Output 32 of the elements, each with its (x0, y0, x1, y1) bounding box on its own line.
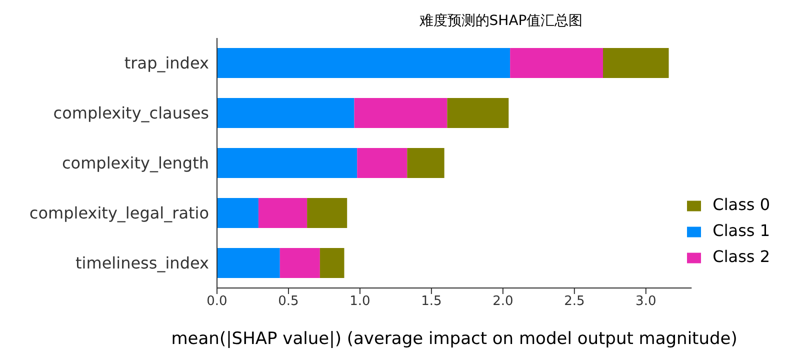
legend-label: Class 0 (712, 195, 770, 214)
y-tick-label: trap_index (124, 54, 209, 73)
bar (217, 48, 510, 78)
x-tick-label: 1.0 (350, 294, 370, 310)
bar (280, 248, 320, 278)
legend-label: Class 1 (712, 221, 770, 240)
y-tick-label: timeliness_index (76, 254, 209, 273)
bar (407, 148, 444, 178)
bar (217, 148, 358, 178)
y-tick-label: complexity_legal_ratio (29, 204, 209, 223)
bar (217, 98, 354, 128)
bar (510, 48, 604, 78)
bar (354, 98, 448, 128)
bar (217, 198, 258, 228)
bar (603, 48, 669, 78)
y-tick-label: complexity_length (62, 154, 209, 173)
bar (447, 98, 509, 128)
x-tick-label: 2.0 (492, 294, 514, 310)
x-tick-label: 0.0 (206, 294, 228, 310)
chart-title: 难度预测的SHAP值汇总图 (418, 12, 584, 30)
x-tick-label: 2.5 (564, 294, 585, 310)
x-tick-label: 3.0 (636, 294, 656, 310)
x-tick-label: 1.5 (421, 294, 442, 310)
y-tick-label: complexity_clauses (53, 104, 209, 123)
legend-label: Class 2 (712, 247, 770, 266)
bar (357, 148, 408, 178)
x-axis-title: mean(|SHAP value|) (average impact on model output magnitude) (171, 329, 738, 349)
bar (307, 198, 348, 228)
bar (217, 248, 280, 278)
bar (320, 248, 344, 278)
x-tick-label: 0.5 (278, 294, 299, 310)
bar (258, 198, 308, 228)
